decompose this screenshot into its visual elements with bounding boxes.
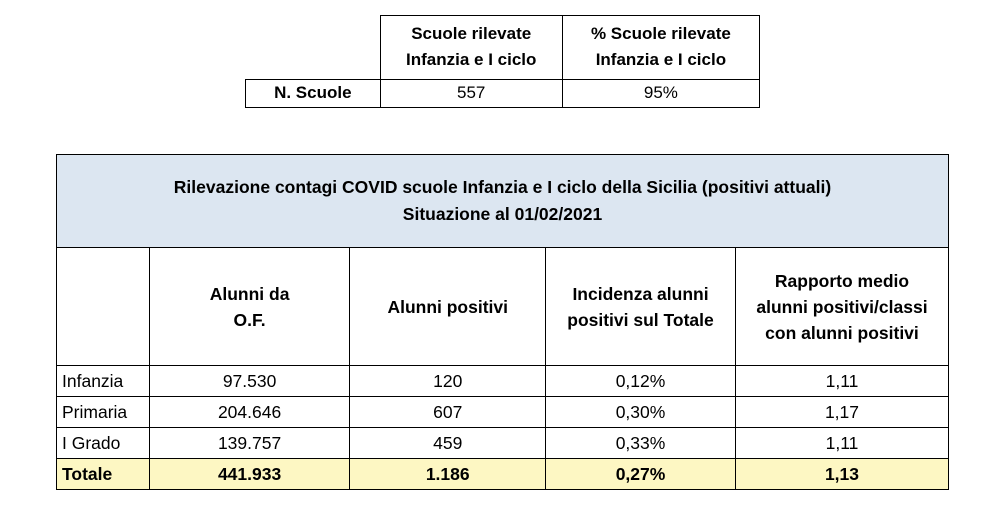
- empty-corner-cell: [245, 15, 381, 80]
- row-label: I Grado: [56, 427, 150, 459]
- title-line: Situazione al 01/02/2021: [402, 204, 603, 224]
- table-cell: 204.646: [148, 396, 351, 428]
- header-line: Incidenza alunni: [572, 283, 709, 304]
- table-cell: 0,12%: [545, 365, 736, 397]
- total-cell: 0,27%: [545, 458, 736, 490]
- table-cell: 1,11: [734, 427, 950, 459]
- header-line: % Scuole rilevate: [590, 24, 731, 44]
- covid-cases-table: Rilevazione contagi COVID scuole Infanzi…: [56, 154, 950, 490]
- header-line: alunni positivi/classi: [756, 296, 928, 317]
- table-title: Rilevazione contagi COVID scuole Infanzi…: [56, 154, 949, 248]
- row-label-n-scuole: N. Scuole: [245, 78, 381, 109]
- table-cell: 0,30%: [545, 396, 736, 428]
- header-line: Rapporto medio: [774, 270, 910, 291]
- table-row: Primaria 204.646 607 0,30% 1,17: [56, 396, 950, 428]
- total-cell: 441.933: [148, 458, 351, 490]
- title-line: Rilevazione contagi COVID scuole Infanzi…: [173, 177, 832, 197]
- total-row: Totale 441.933 1.186 0,27% 1,13: [56, 458, 950, 490]
- row-label: Primaria: [56, 396, 150, 428]
- value-schools-percent: 95%: [561, 78, 761, 109]
- table-cell: 1,11: [734, 365, 950, 397]
- header-percent-schools-surveyed: % Scuole rilevate Infanzia e I ciclo: [561, 15, 761, 80]
- header-line: Scuole rilevate: [411, 24, 532, 44]
- table-cell: 0,33%: [545, 427, 736, 459]
- header-line: Alunni positivi: [387, 296, 509, 317]
- header-line: positivi sul Totale: [567, 309, 714, 330]
- column-header-empty: [56, 247, 150, 366]
- table-row: Infanzia 97.530 120 0,12% 1,11: [56, 365, 950, 397]
- header-line: Alunni da: [209, 283, 290, 304]
- column-header-incidenza: Incidenza alunni positivi sul Totale: [545, 247, 736, 366]
- column-header-row: Alunni da O.F. Alunni positivi Incidenza…: [56, 247, 950, 366]
- header-line: O.F.: [233, 309, 266, 330]
- value-schools-count: 557: [379, 78, 563, 109]
- table-cell: 1,17: [734, 396, 950, 428]
- table-row: I Grado 139.757 459 0,33% 1,11: [56, 427, 950, 459]
- table-cell: 607: [349, 396, 547, 428]
- table-cell: 120: [349, 365, 547, 397]
- column-header-rapporto-medio: Rapporto medio alunni positivi/classi co…: [734, 247, 950, 366]
- table-cell: 97.530: [148, 365, 351, 397]
- schools-summary-table: Scuole rilevate Infanzia e I ciclo % Scu…: [245, 15, 761, 109]
- column-header-alunni-of: Alunni da O.F.: [148, 247, 351, 366]
- total-cell: 1,13: [734, 458, 950, 490]
- total-cell: 1.186: [349, 458, 547, 490]
- header-schools-surveyed: Scuole rilevate Infanzia e I ciclo: [379, 15, 563, 80]
- total-label: Totale: [56, 458, 150, 490]
- header-line: con alunni positivi: [765, 322, 919, 343]
- row-label: Infanzia: [56, 365, 150, 397]
- header-line: Infanzia e I ciclo: [595, 50, 727, 70]
- header-line: Infanzia e I ciclo: [406, 50, 537, 70]
- column-header-alunni-positivi: Alunni positivi: [349, 247, 547, 366]
- table-cell: 459: [349, 427, 547, 459]
- table-cell: 139.757: [148, 427, 351, 459]
